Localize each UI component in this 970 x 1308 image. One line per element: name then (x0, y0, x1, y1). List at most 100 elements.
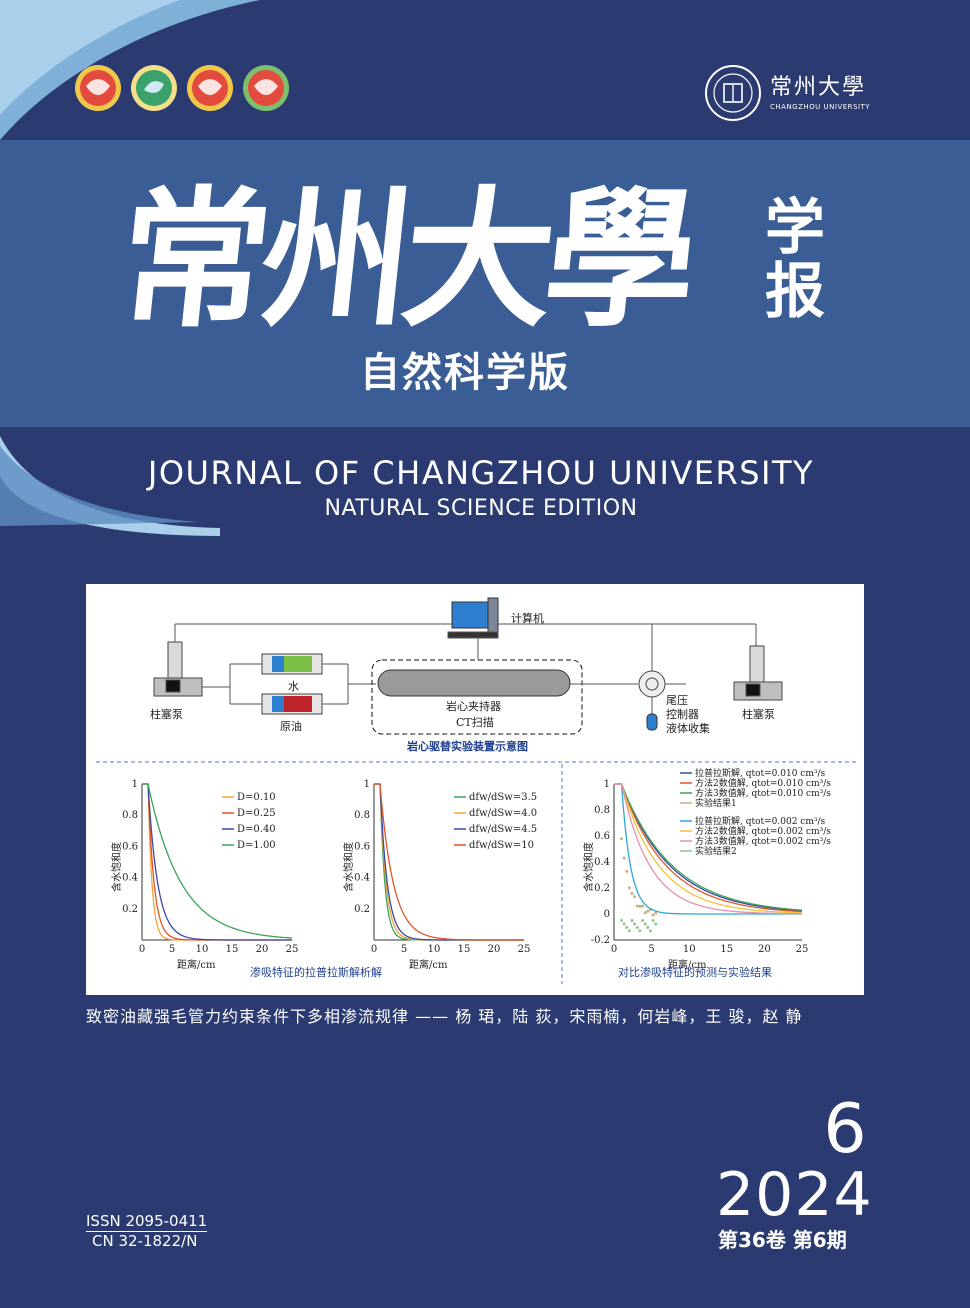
x-tick-label: 15 (720, 944, 733, 955)
experiment-point (622, 922, 626, 926)
experiment-point (643, 911, 647, 915)
computer-tower-icon (487, 597, 499, 635)
article-authors: 杨 珺，陆 荻，宋雨楠，何岩峰，王 骏，赵 静 (455, 1007, 803, 1026)
y-tick-label: 0.8 (354, 810, 370, 821)
university-name-zh: 常州大學 (770, 75, 867, 100)
series-line (142, 783, 292, 941)
y-tick-label: 0.4 (594, 857, 610, 868)
experiment-point (646, 909, 650, 913)
label-pump-left: 柱塞泵 (150, 707, 183, 721)
award-logo-1 (75, 65, 121, 111)
collection-tube (646, 713, 658, 731)
x-axis-label: 距离/cm (668, 958, 707, 971)
series-line (614, 783, 803, 915)
legend-label: 方法3数值解, qtot=0.002 cm³/s (695, 835, 831, 847)
experiment-point (654, 922, 658, 926)
label-back-pressure-1: 尾压 (666, 694, 688, 707)
y-tick-label: 0.8 (122, 810, 138, 821)
legend-label: dfw/dSw=10 (469, 840, 534, 851)
award-logos (74, 64, 290, 112)
label-ct-scan: CT扫描 (456, 715, 494, 729)
article-title: 致密油藏强毛管力约束条件下多相渗流规律 (86, 1007, 410, 1026)
x-tick-label: 15 (458, 944, 471, 955)
corner-swoosh-decoration (0, 0, 260, 140)
right-pump-screen (745, 683, 761, 697)
chart-prediction-vs-experiment: 0 5 10 15 20 25-0.200.20.40.60.81距离/cm含水饱和度拉普… (582, 767, 831, 971)
award-logo-3 (187, 65, 233, 111)
experiment-point (641, 904, 645, 908)
experiment-point (630, 919, 634, 922)
left-pump-cylinder (167, 641, 183, 679)
experiment-point (620, 919, 624, 922)
experiment-point (625, 925, 629, 929)
experiment-point (620, 837, 624, 841)
university-logo: 常州大學 CHANGZHOU UNIVERSITY (704, 64, 870, 122)
y-axis-label: 含水饱和度 (582, 842, 595, 892)
y-tick-label: 1 (364, 779, 370, 790)
article-dash: —— (415, 1007, 450, 1026)
award-logo-4 (243, 65, 289, 111)
x-tick-label: 15 (226, 944, 239, 955)
legend-label: D=0.25 (237, 808, 276, 819)
series-line (614, 783, 802, 914)
legend-label: dfw/dSw=3.5 (469, 792, 537, 803)
y-axis-label: 含水饱和度 (342, 842, 355, 892)
experiment-point (638, 904, 642, 908)
x-tick-label: 10 (196, 944, 209, 955)
back-pressure-valve (638, 670, 666, 698)
figure-svg: 计算机 柱塞泵 水 原油 岩心夹持器 CT扫描 尾压 控制器 液体收集 柱塞泵 … (96, 597, 856, 984)
issue-volume: 第36卷 第6期 (718, 1228, 847, 1252)
label-water: 水 (288, 680, 299, 693)
experiment-point (651, 919, 655, 922)
legend-label: D=0.40 (237, 824, 276, 835)
experiment-point (627, 886, 631, 890)
left-pump-screen (165, 679, 181, 693)
label-computer: 计算机 (511, 611, 544, 625)
experiment-point (638, 929, 642, 933)
y-tick-label: 1 (132, 779, 138, 790)
experiment-point (646, 925, 650, 929)
experiment-point (622, 856, 626, 860)
legend-label: dfw/dSw=4.0 (469, 808, 537, 819)
series-line (142, 783, 293, 939)
charts-caption-1: 渗吸特征的拉普拉斯解析解 (250, 965, 382, 979)
experiment-point (630, 891, 634, 895)
x-tick-label: 5 (401, 944, 407, 955)
series-line (374, 783, 524, 941)
y-tick-label: 0.6 (354, 841, 370, 852)
legend-label: 方法3数值解, qtot=0.010 cm³/s (695, 787, 831, 799)
label-core-holder: 岩心夹持器 (446, 699, 501, 713)
title-side-char-1: 学 (765, 193, 825, 263)
x-tick-label: 25 (518, 944, 531, 955)
experiment-point (627, 929, 631, 933)
x-tick-label: 20 (256, 944, 269, 955)
experiment-point (633, 895, 637, 899)
title-band (0, 140, 970, 427)
issn-number: ISSN 2095-0411 (86, 1212, 208, 1232)
y-tick-label: 0.6 (122, 841, 138, 852)
experiment-point (635, 904, 639, 908)
label-liquid-collect: 液体收集 (666, 721, 710, 735)
legend-label: 实验结果1 (695, 797, 737, 809)
y-tick-label: 0.2 (122, 904, 138, 915)
series-line (614, 783, 803, 912)
experiment-point (641, 919, 645, 922)
y-tick-label: 0.6 (594, 831, 610, 842)
cover-figure: 计算机 柱塞泵 水 原油 岩心夹持器 CT扫描 尾压 控制器 液体收集 柱塞泵 … (86, 584, 864, 995)
title-side-char-2: 报 (765, 257, 825, 327)
legend-label: D=0.10 (237, 792, 276, 803)
y-tick-label: -0.2 (591, 935, 610, 946)
legend-label: 实验结果2 (695, 845, 737, 857)
cn-number: CN 32-1822/N (92, 1232, 198, 1250)
schematic-labels: 计算机 柱塞泵 水 原油 岩心夹持器 CT扫描 尾压 控制器 液体收集 柱塞泵 … (150, 611, 775, 753)
chart-diffusion-coefficient: 0 5 10 15 20 25 0.2 0.4 0.6 0.8 1 距离/cm 含水饱和度 D=0.10 D… (110, 779, 298, 971)
experiment-point (654, 911, 658, 915)
journal-title-side: 学 报 (760, 196, 830, 324)
schematic (153, 597, 783, 735)
experiment-point (635, 925, 639, 929)
experiment-point (643, 922, 647, 926)
core-holder-box (371, 659, 583, 735)
experiment-point (648, 929, 652, 933)
article-caption: 致密油藏强毛管力约束条件下多相渗流规律 —— 杨 珺，陆 荻，宋雨楠，何岩峰，王… (86, 1003, 876, 1027)
